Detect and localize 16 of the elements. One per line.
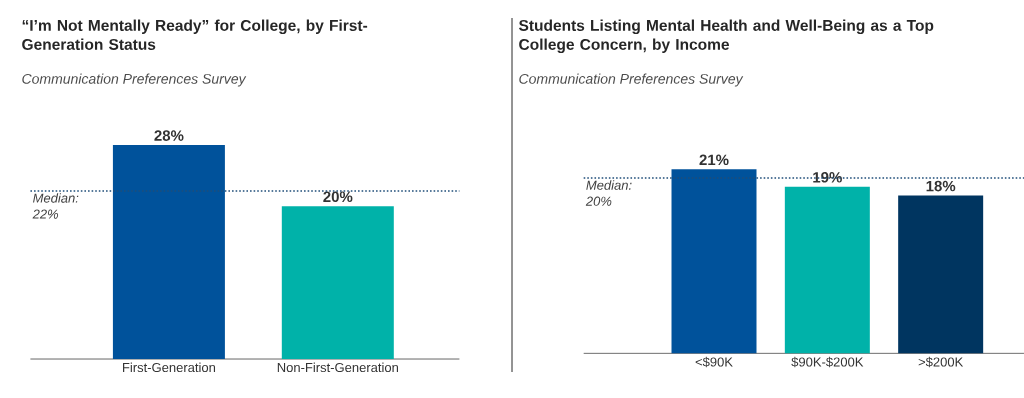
chart-title: Students Listing Mental Health and Well-Being as a Top College Concern, by Income [518, 19, 934, 54]
x-tick-label: Non-First-Generation [277, 362, 398, 373]
chart-title: “I’m Not Mentally Ready” for College, by First-Generation Status [22, 19, 368, 50]
data-label: 20% [323, 191, 353, 203]
data-label: 21% [699, 154, 729, 166]
data-label: 19% [813, 172, 842, 183]
chart-subtitle: Communication Preferences Survey [22, 73, 247, 87]
x-tick-label: <$90K [695, 356, 733, 368]
ref-line-label: Median: 22% [32, 193, 79, 219]
ref-line-label: Median: 20% [585, 180, 632, 206]
x-tick-label: >$200K [918, 356, 964, 368]
x-tick-label: First-Generation [123, 362, 216, 373]
chart-subtitle: Communication Preferences Survey [519, 73, 744, 87]
data-label: 18% [926, 180, 956, 192]
x-tick-label: $90K-$200K [791, 356, 864, 368]
data-label: 28% [154, 130, 184, 141]
